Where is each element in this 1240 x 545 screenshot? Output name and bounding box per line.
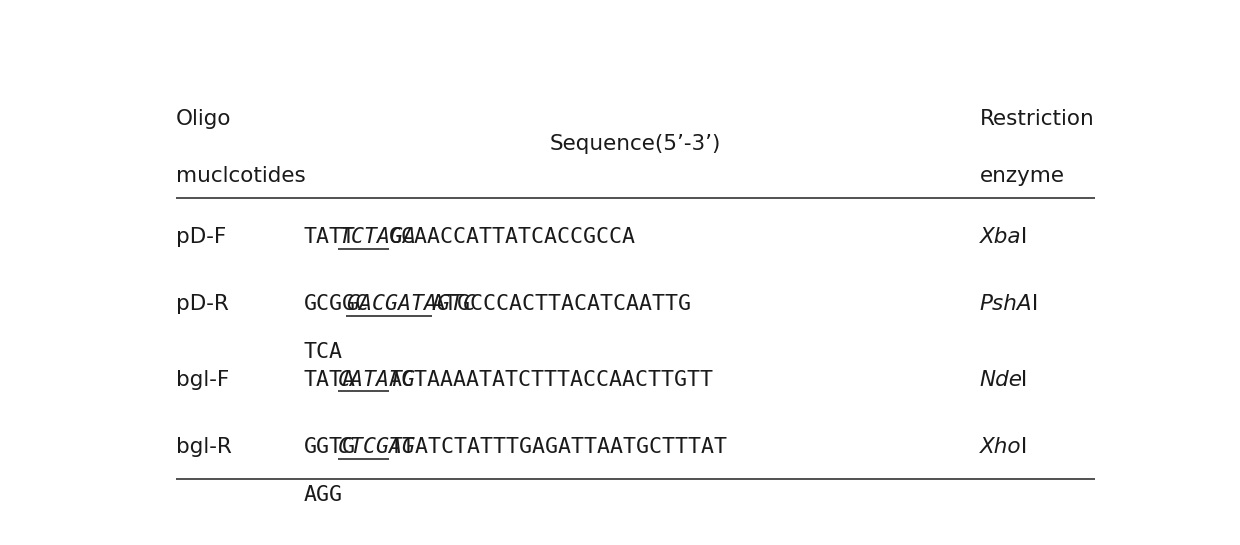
Text: I: I xyxy=(1013,370,1027,390)
Text: muclcotides: muclcotides xyxy=(176,166,306,186)
Text: CTCGAG: CTCGAG xyxy=(339,437,415,457)
Text: pD-F: pD-F xyxy=(176,227,227,247)
Text: Xba: Xba xyxy=(980,227,1021,247)
Text: bgl-F: bgl-F xyxy=(176,370,229,390)
Text: TCTAGA: TCTAGA xyxy=(339,227,415,247)
Text: I: I xyxy=(1013,437,1027,457)
Text: I: I xyxy=(1013,227,1027,247)
Text: TATT: TATT xyxy=(304,227,356,247)
Text: bgl-R: bgl-R xyxy=(176,437,232,457)
Text: CATATG: CATATG xyxy=(339,370,415,390)
Text: Xho: Xho xyxy=(980,437,1021,457)
Text: Restriction: Restriction xyxy=(980,110,1094,130)
Text: ACTAAAATATCTTTACCAACTTGTT: ACTAAAATATCTTTACCAACTTGTT xyxy=(389,370,714,390)
Text: GCGGC: GCGGC xyxy=(304,294,370,314)
Text: TATA: TATA xyxy=(304,370,356,390)
Text: Oligo: Oligo xyxy=(176,110,232,130)
Text: GACGATAGTC: GACGATAGTC xyxy=(346,294,476,314)
Text: AGG: AGG xyxy=(304,485,343,505)
Text: GGTG: GGTG xyxy=(304,437,356,457)
Text: Nde: Nde xyxy=(980,370,1023,390)
Text: ATGCCCACTTACATCAATTG: ATGCCCACTTACATCAATTG xyxy=(432,294,692,314)
Text: Sequence(5’-3’): Sequence(5’-3’) xyxy=(549,134,722,154)
Text: TCA: TCA xyxy=(304,342,343,362)
Text: enzyme: enzyme xyxy=(980,166,1064,186)
Text: TTATCTATTTGAGATTAATGCTTTAT: TTATCTATTTGAGATTAATGCTTTAT xyxy=(389,437,727,457)
Text: pD-R: pD-R xyxy=(176,294,229,314)
Text: PshA: PshA xyxy=(980,294,1032,314)
Text: I: I xyxy=(1025,294,1038,314)
Text: GCAACCATTATCACCGCCA: GCAACCATTATCACCGCCA xyxy=(389,227,636,247)
